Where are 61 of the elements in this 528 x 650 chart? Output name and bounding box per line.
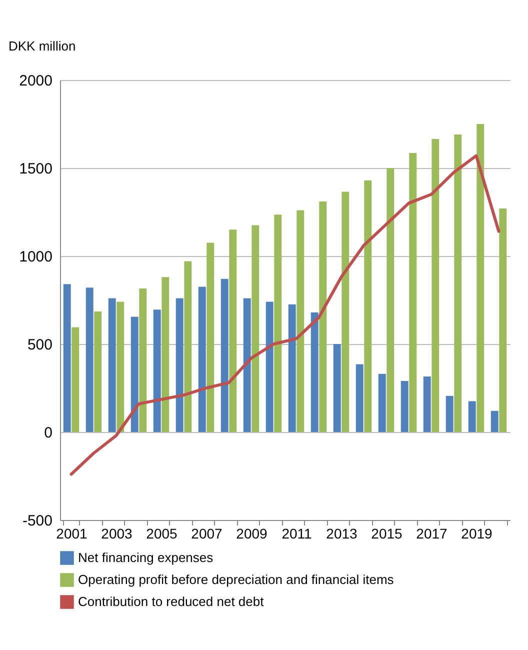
bar xyxy=(476,124,484,432)
bar xyxy=(206,242,214,432)
x-tick-label: 2019 xyxy=(461,526,493,542)
x-tick-label: 2001 xyxy=(56,526,88,542)
x-tick-label: 2017 xyxy=(416,526,448,542)
bar xyxy=(198,286,206,432)
bar xyxy=(364,180,372,432)
bar xyxy=(288,304,296,432)
bar xyxy=(153,310,161,432)
bar xyxy=(266,302,274,432)
bar xyxy=(220,278,228,432)
x-tick-label: 2005 xyxy=(146,526,178,542)
bar xyxy=(423,376,431,432)
bar xyxy=(400,380,408,432)
bar xyxy=(454,134,462,432)
bar xyxy=(319,201,327,432)
bar xyxy=(310,312,318,432)
bar xyxy=(116,302,124,432)
y-tick-label: 0 xyxy=(44,424,52,442)
bar xyxy=(176,298,184,432)
bar xyxy=(162,277,170,432)
bar xyxy=(229,230,237,432)
bar xyxy=(386,168,394,432)
legend-label: Contribution to reduced net debt xyxy=(78,594,264,609)
bar xyxy=(468,401,476,432)
bar xyxy=(72,327,80,432)
y-axis-title: DKK million xyxy=(8,38,76,54)
x-tick-label: 2007 xyxy=(191,526,223,542)
bar xyxy=(252,225,260,432)
y-tick-label: 500 xyxy=(27,336,52,354)
bar xyxy=(356,364,364,432)
x-tick-label: 2009 xyxy=(236,526,268,542)
bar xyxy=(139,288,147,432)
bar xyxy=(130,316,138,432)
bar xyxy=(86,288,94,432)
line-series xyxy=(70,154,500,476)
bar xyxy=(243,298,251,432)
y-tick-label: 2000 xyxy=(19,72,52,90)
x-tick-label: 2003 xyxy=(101,526,133,542)
bar xyxy=(108,298,116,432)
bar xyxy=(378,374,386,432)
bar xyxy=(490,410,498,432)
bar xyxy=(63,284,71,432)
bar xyxy=(94,311,102,432)
y-tick-label: 1500 xyxy=(19,160,52,178)
bar xyxy=(333,344,341,432)
legend-label: Net financing expenses xyxy=(78,550,214,565)
bar xyxy=(296,210,304,432)
bar xyxy=(184,261,192,432)
x-tick-label: 2013 xyxy=(326,526,358,542)
bar xyxy=(409,153,417,432)
bar xyxy=(446,396,454,432)
bar xyxy=(499,208,507,432)
x-tick-label: 2015 xyxy=(371,526,403,542)
bar xyxy=(432,138,440,432)
y-tick-label: -500 xyxy=(22,512,52,530)
x-tick-label: 2011 xyxy=(282,526,312,542)
bar xyxy=(274,214,282,432)
y-tick-label: 1000 xyxy=(19,248,52,266)
bar xyxy=(342,192,350,432)
legend-label: Operating profit before depreciation and financial items xyxy=(78,572,394,587)
